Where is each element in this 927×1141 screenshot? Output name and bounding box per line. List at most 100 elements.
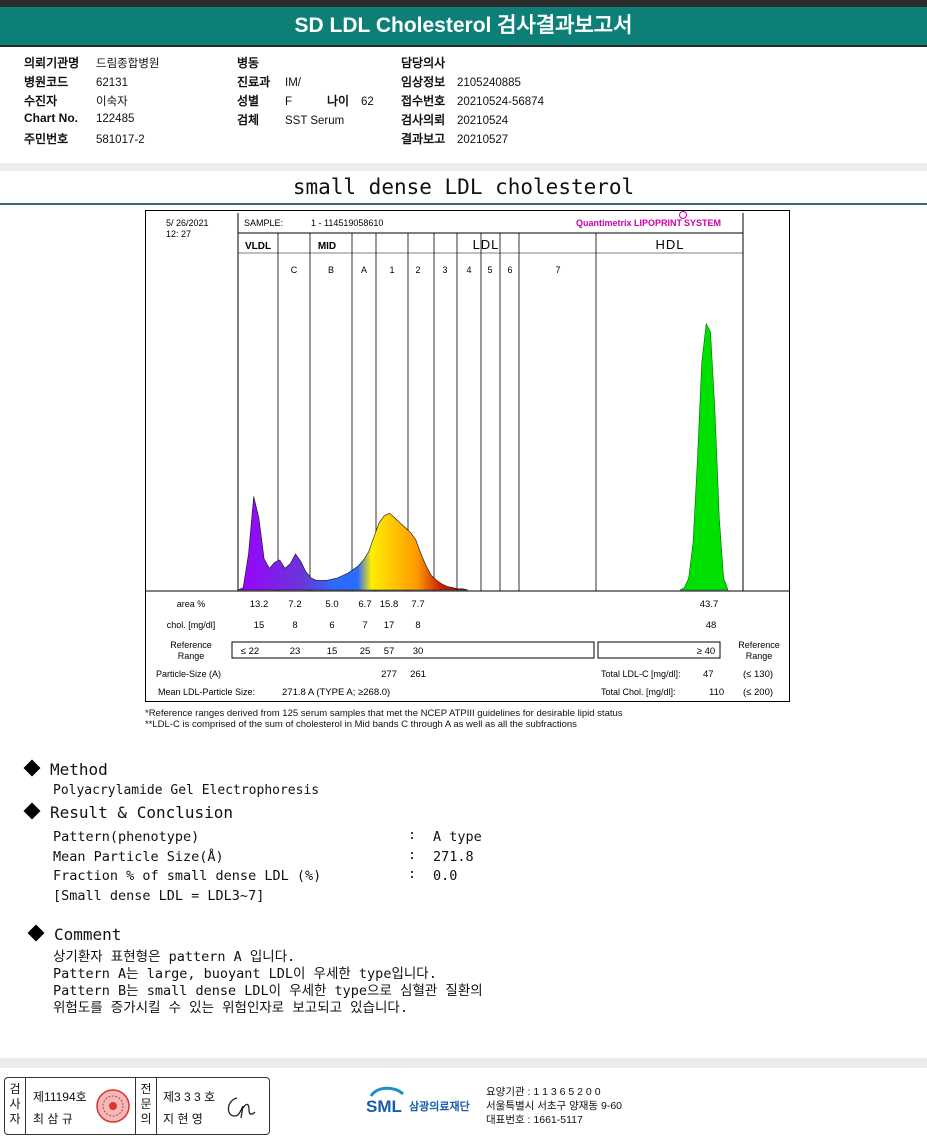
band-label: 6 (507, 265, 512, 275)
registered-icon (679, 211, 687, 219)
info-row: 성별 F (237, 92, 292, 109)
info-row: Chart No. 122485 (24, 111, 134, 125)
total-ldl-value: 47 (703, 669, 714, 680)
chol-value: 17 (384, 620, 395, 631)
method-text: Polyacrylamide Gel Electrophoresis (53, 783, 320, 798)
info-value: 20210527 (457, 134, 509, 146)
info-row: 담당의사 (401, 54, 457, 71)
band-label: 3 (442, 265, 447, 275)
info-label: 진료과 (237, 75, 271, 89)
chol-value: 8 (415, 620, 420, 631)
inspector-license: 제11194호 (33, 1090, 87, 1104)
footer-divider (0, 1058, 927, 1068)
chol-value: 8 (292, 620, 297, 631)
area-value: 7.7 (411, 599, 424, 610)
lipoprint-report: 5/ 26/2021 12: 27 SAMPLE: 1 - 114519058610 Q… (145, 210, 790, 702)
hdl-ref-range-box (597, 641, 721, 659)
band-label: 7 (555, 265, 560, 275)
lab-info-line: 서울특별시 서초구 양재동 9-60 (486, 1100, 623, 1112)
band-label: 2 (415, 265, 420, 275)
area-value: 5.0 (325, 599, 338, 610)
info-value: 이숙자 (96, 96, 128, 108)
diamond-bullet-icon (27, 924, 45, 942)
diamond-bullet-icon (23, 759, 41, 777)
report-date: 5/ 26/2021 (166, 218, 209, 228)
info-value: IM/ (285, 77, 301, 89)
result-heading: Result & Conclusion (23, 802, 234, 822)
section-divider (0, 163, 927, 171)
info-label: 결과보고 (401, 132, 446, 146)
ref-value: ≤ 22 (241, 646, 259, 657)
band-label: 5 (487, 265, 492, 275)
result-note: [Small dense LDL = LDL3~7] (53, 888, 265, 904)
info-label: 검체 (237, 113, 260, 127)
specialist-name: 지 현 영 (163, 1112, 203, 1126)
ldl-distribution-curve (237, 496, 469, 591)
inspector-name: 최 삼 규 (33, 1112, 73, 1126)
ref-right-label: Range (746, 651, 773, 661)
particle-size-value: 277 (381, 669, 397, 680)
band-label: C (291, 265, 298, 275)
comment-heading: Comment (27, 924, 121, 944)
area-value: 6.7 (358, 599, 371, 610)
info-label: 병원코드 (24, 75, 69, 89)
ref-right-label: Reference (738, 640, 780, 650)
ref-hdl-value: ≥ 40 (697, 646, 715, 657)
total-ldl-label: Total LDL-C [mg/dl]: (601, 669, 681, 679)
result-heading-text: Result & Conclusion (50, 803, 234, 822)
info-label: 담당의사 (401, 56, 446, 70)
info-label: 접수번호 (401, 94, 446, 108)
lab-info-line: 요양기관 : 1 1 3 6 5 2 0 0 (486, 1086, 601, 1098)
info-value: 122485 (96, 113, 135, 125)
total-chol-value: 110 (709, 687, 724, 698)
comment-line: Pattern A는 large, buoyant LDL이 우세한 type입… (53, 966, 437, 982)
section-title: small dense LDL cholesterol (292, 175, 635, 199)
result-row-sep: : (408, 866, 417, 882)
total-chol-ref: (≤ 200) (743, 687, 773, 698)
ref-value: 15 (327, 646, 338, 657)
comment-line: 위험도를 증가시킬 수 있는 위험인자로 보고되고 있습니다. (53, 1000, 408, 1016)
group-label-vldl: VLDL (245, 241, 271, 252)
ref-value: 57 (384, 646, 395, 657)
report-time: 12: 27 (166, 229, 191, 239)
lab-info-line: 대표번호 : 1661-5117 (486, 1114, 583, 1126)
area-value: 15.8 (380, 599, 399, 610)
band-label: 1 (389, 265, 394, 275)
info-value: 드림종합병원 (96, 58, 160, 70)
result-row-label: Fraction % of small dense LDL (%) (53, 868, 322, 884)
info-value: F (285, 96, 293, 108)
result-row-sep: : (408, 827, 417, 843)
band-label: A (361, 265, 367, 275)
ref-value: 23 (290, 646, 301, 657)
ref-value: 25 (360, 646, 371, 657)
result-row-label: Mean Particle Size(Å) (53, 849, 224, 865)
sample-id: 1 - 114519058610 (311, 218, 383, 228)
info-label: 검사의뢰 (401, 113, 446, 127)
info-value: 20210524 (457, 115, 509, 127)
group-label-hdl: HDL (655, 237, 684, 252)
info-row: 검체 SST Serum (237, 111, 344, 128)
result-row-sep: : (408, 847, 417, 863)
footnote-1: *Reference ranges derived from 125 serum… (145, 708, 623, 719)
info-label: 수진자 (24, 94, 58, 108)
band-label: 4 (466, 265, 471, 275)
info-value: 2105240885 (457, 77, 521, 89)
chol-value: 15 (254, 620, 265, 631)
particle-size-label: Particle-Size (A) (156, 669, 221, 679)
specialist-license: 제3 3 3 호 (163, 1090, 216, 1104)
ref-value: 30 (413, 646, 424, 657)
info-row: 임상정보 2105240885 (401, 73, 521, 90)
band-label: B (328, 265, 334, 275)
info-value: 20210524-56874 (457, 96, 544, 108)
info-label: 성별 (237, 94, 260, 108)
group-label-mid: MID (318, 241, 336, 252)
chol-value: 7 (362, 620, 367, 631)
chol-hdl-value: 48 (706, 620, 717, 631)
info-row: 병동 (237, 54, 285, 71)
report-title: SD LDL Cholesterol 검사결과보고서 (0, 7, 927, 45)
method-heading-text: Method (50, 760, 108, 779)
info-label: 임상정보 (401, 75, 446, 89)
